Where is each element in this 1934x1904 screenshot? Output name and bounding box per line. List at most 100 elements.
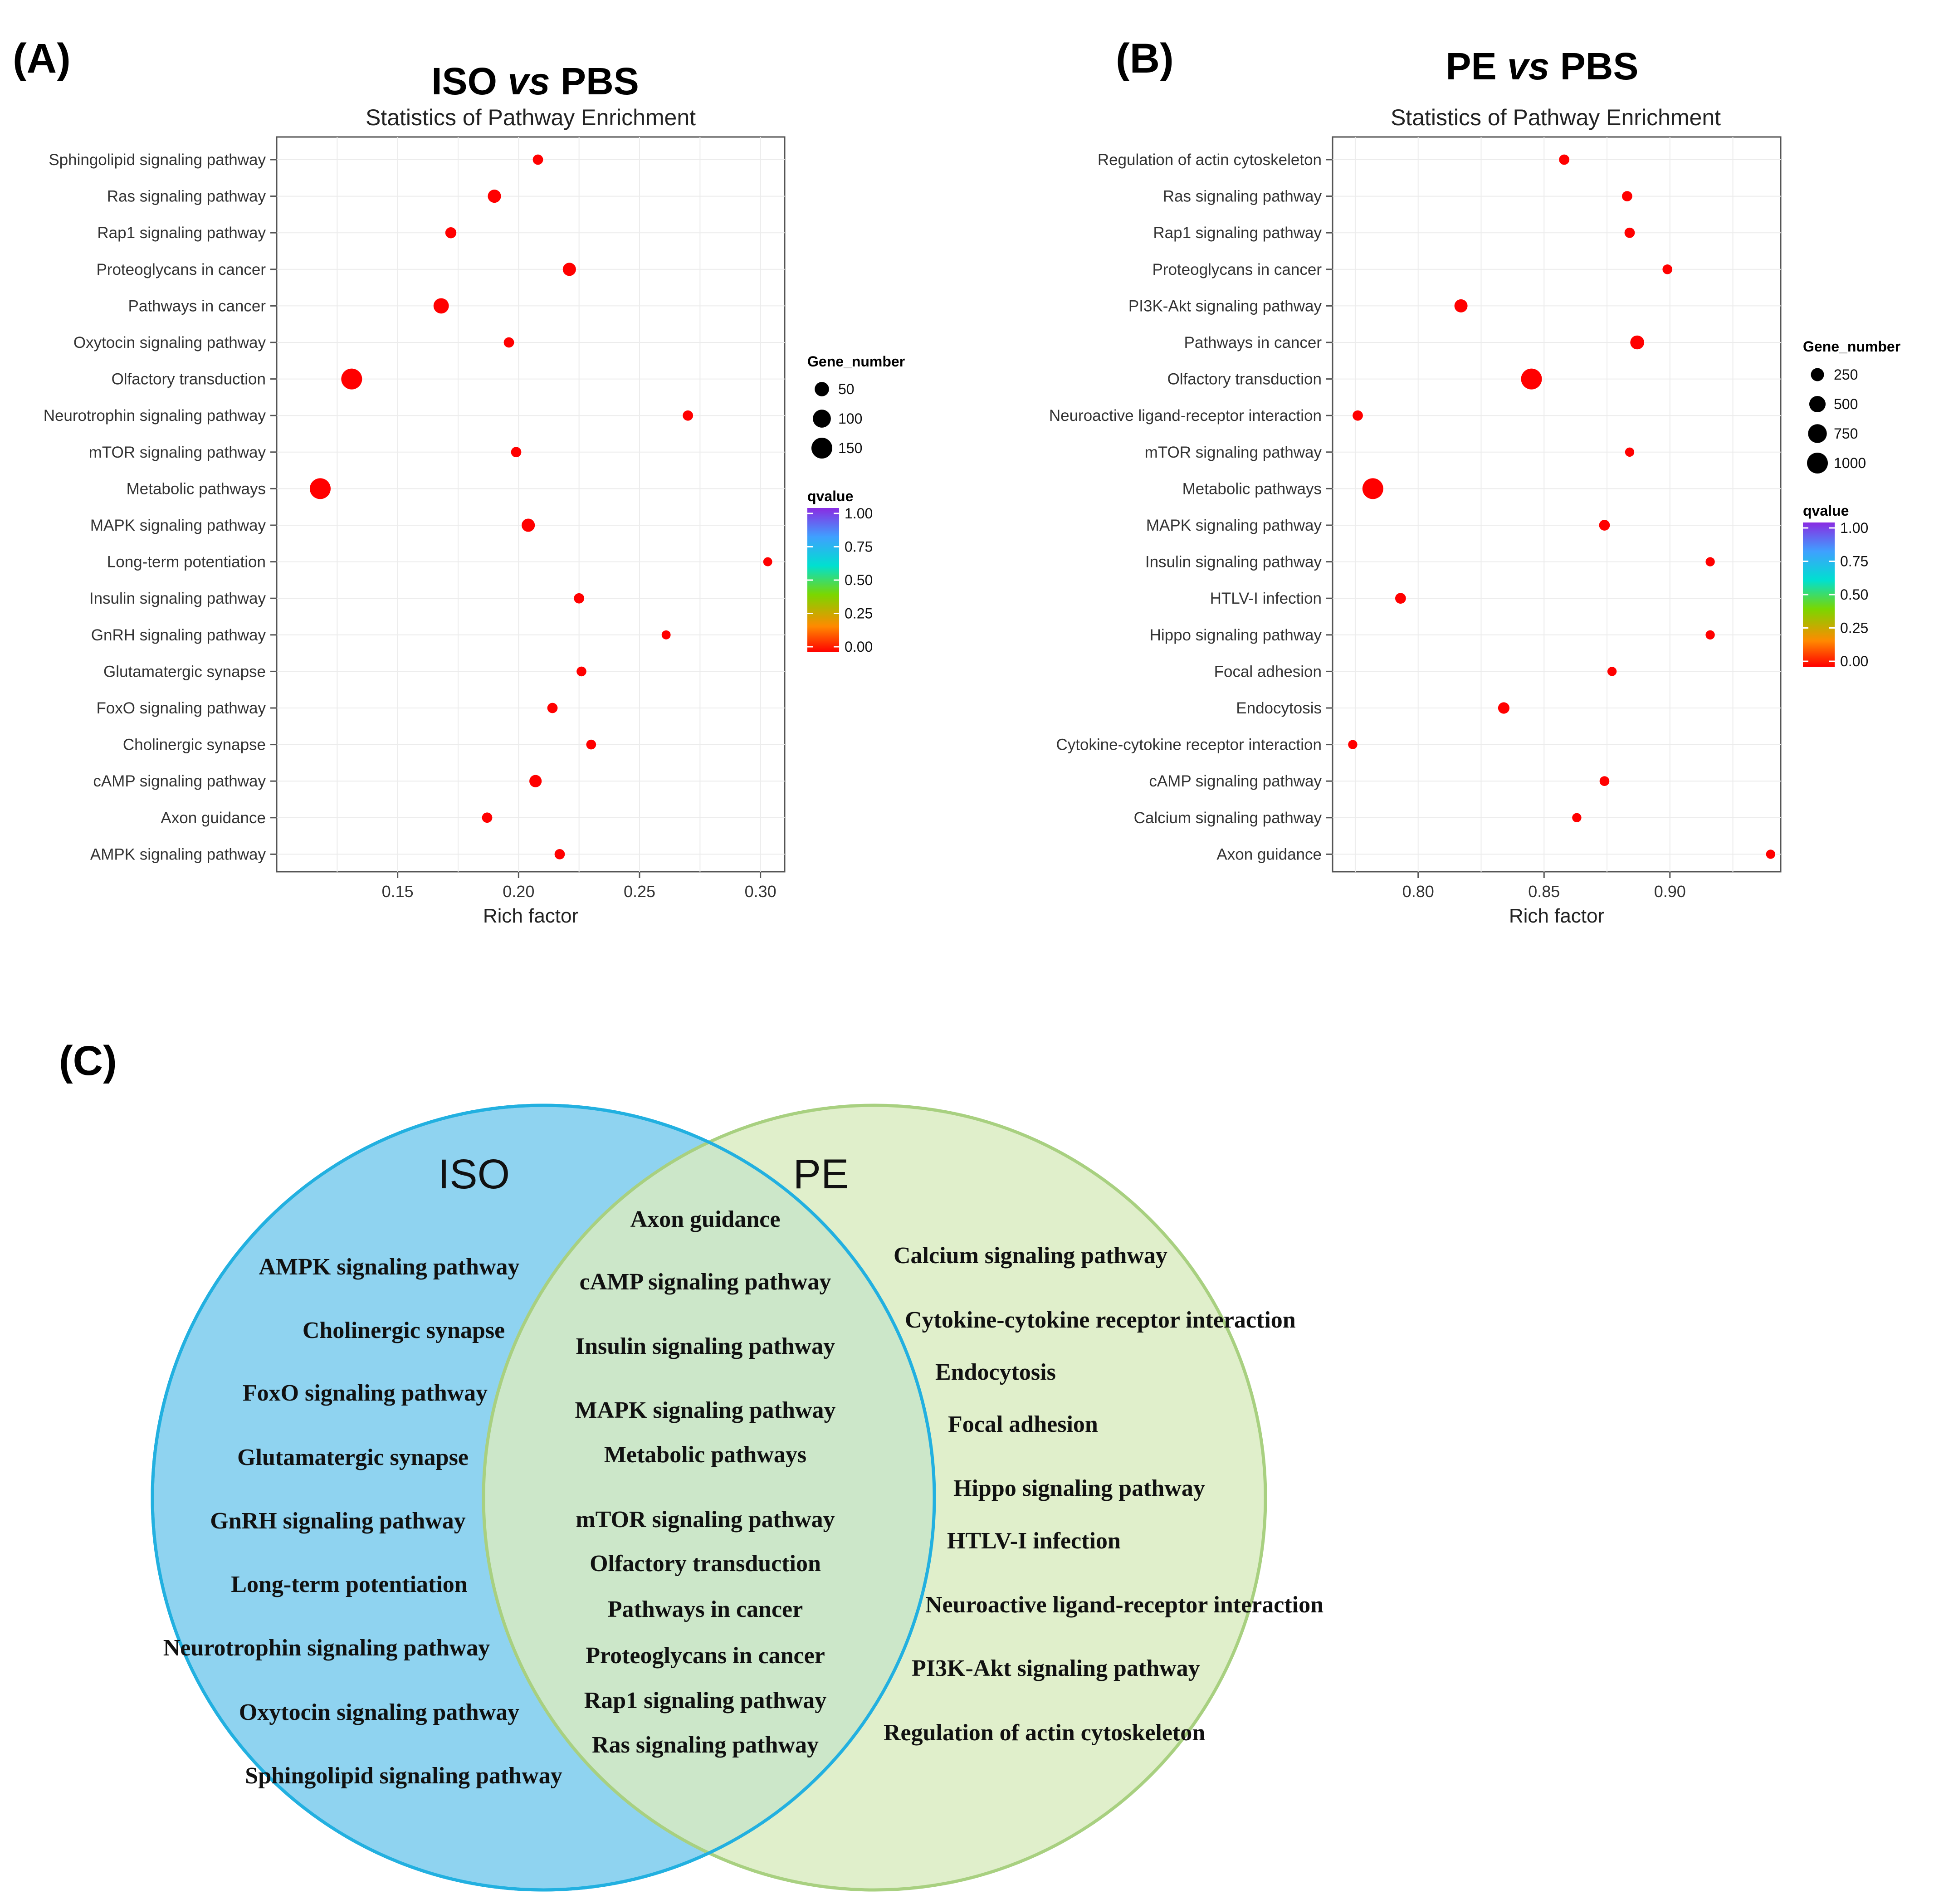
venn-pe-only-items: Calcium signaling pathway Cytokine-cytoki… <box>884 1243 1324 1746</box>
size-legend-dot <box>1809 395 1826 413</box>
color-legend-label: 0.25 <box>845 605 873 622</box>
plot-area-a <box>276 136 786 873</box>
size-legend-dot <box>811 438 832 459</box>
grid-a <box>277 137 785 872</box>
venn-pe-label: PE <box>793 1151 849 1197</box>
x-ticks-a: 0.15 0.20 0.25 0.30 <box>382 872 777 901</box>
venn-pe-circle <box>482 1103 1267 1892</box>
size-legend-label: 150 <box>838 440 862 456</box>
category-labels-b: Regulation of actin cytoskeleton Ras sign… <box>1049 151 1333 863</box>
y-category-label: Axon guidance <box>1216 845 1322 863</box>
data-point <box>341 368 362 390</box>
venn-item: Neuroactive ligand-receptor interaction <box>925 1592 1324 1618</box>
data-point <box>1630 335 1644 350</box>
venn-item: Insulin signaling pathway <box>576 1333 835 1359</box>
y-category-label: FoxO signaling pathway <box>96 699 266 717</box>
x-axis-title-a: Rich factor <box>483 905 578 927</box>
data-point <box>1572 813 1582 822</box>
y-category-label: Metabolic pathways <box>1182 480 1322 498</box>
size-legend-label: 250 <box>1834 366 1858 383</box>
data-point <box>1454 299 1468 312</box>
size-legend-title-a: Gene_number <box>807 353 905 370</box>
data-point <box>1662 264 1673 274</box>
y-category-label: HTLV-I infection <box>1210 590 1322 607</box>
y-category-label: mTOR signaling pathway <box>1145 444 1322 461</box>
size-legend-dot <box>815 382 829 396</box>
data-point <box>763 557 772 566</box>
y-category-label: Proteoglycans in cancer <box>1152 261 1322 278</box>
y-category-label: Rap1 signaling pathway <box>97 224 266 242</box>
grid-b <box>1333 137 1781 872</box>
x-tick-label: 0.20 <box>503 882 534 901</box>
y-category-label: Long-term potentiation <box>107 553 266 571</box>
y-category-label: Sphingolipid signaling pathway <box>49 151 266 169</box>
data-point <box>1395 593 1406 604</box>
venn-shared-items: Axon guidance cAMP signaling pathway Insul… <box>575 1206 836 1758</box>
venn-item: Long-term potentiation <box>231 1572 467 1597</box>
data-point <box>1624 227 1635 238</box>
data-point <box>1599 776 1610 786</box>
venn-item: Hippo signaling pathway <box>953 1475 1205 1501</box>
size-legend-dot <box>1811 368 1824 381</box>
y-category-label: Neurotrophin signaling pathway <box>44 407 266 425</box>
category-labels-a: Sphingolipid signaling pathway Ras signal… <box>44 151 277 863</box>
panel-a-chart: (A) ISO vs PBS Statistics of Pathway Enr… <box>13 35 905 927</box>
data-point <box>310 478 331 499</box>
y-category-label: Axon guidance <box>161 809 266 827</box>
color-legend-label: 1.00 <box>1840 520 1868 536</box>
data-point <box>1559 154 1570 165</box>
color-legend-label: 0.75 <box>845 539 873 555</box>
color-legend-ticks-b: 1.00 0.75 0.50 0.25 0.00 <box>1803 520 1868 669</box>
size-legend-dot <box>813 410 831 428</box>
data-point <box>1599 520 1610 531</box>
y-category-label: MAPK signaling pathway <box>1146 517 1322 534</box>
color-legend-label: 0.25 <box>1840 620 1868 636</box>
y-category-label: Ras signaling pathway <box>1163 188 1322 205</box>
size-legend-dot <box>1807 453 1828 474</box>
panel-c-venn: (C) ISO PE AMPK signaling pathway Choline… <box>59 1038 1324 1892</box>
venn-item: Cytokine-cytokine receptor interaction <box>905 1307 1296 1333</box>
chart-b-title: PE vs PBS <box>1446 45 1639 88</box>
y-category-label: mTOR signaling pathway <box>89 444 266 461</box>
y-category-label: PI3K-Akt signaling pathway <box>1128 297 1322 315</box>
data-point <box>503 337 514 348</box>
y-category-label: Olfactory transduction <box>1167 371 1322 388</box>
y-category-label: Ras signaling pathway <box>107 188 266 205</box>
color-legend-label: 0.50 <box>1840 586 1868 603</box>
data-point <box>1353 410 1363 421</box>
y-category-label: Regulation of actin cytoskeleton <box>1098 151 1322 169</box>
y-category-label: Calcium signaling pathway <box>1134 809 1322 827</box>
data-point <box>1498 702 1510 714</box>
panel-label-a: (A) <box>13 35 71 82</box>
y-category-label: Cytokine-cytokine receptor interaction <box>1056 736 1322 754</box>
y-category-label: MAPK signaling pathway <box>90 517 266 534</box>
y-category-label: Focal adhesion <box>1214 663 1322 680</box>
y-category-label: Endocytosis <box>1236 699 1322 717</box>
y-category-label: Neuroactive ligand-receptor interaction <box>1049 407 1322 425</box>
y-category-label: Cholinergic synapse <box>123 736 266 754</box>
x-tick-label: 0.30 <box>745 882 777 901</box>
venn-item: GnRH signaling pathway <box>210 1508 466 1534</box>
size-legend-label: 1000 <box>1834 455 1866 471</box>
y-category-label: Oxytocin signaling pathway <box>73 334 266 352</box>
x-axis-title-b: Rich factor <box>1509 905 1604 927</box>
venn-iso-outline <box>151 1103 936 1892</box>
data-point <box>1348 740 1358 749</box>
venn-item: Neurotrophin signaling pathway <box>163 1635 490 1661</box>
data-point <box>1766 849 1775 859</box>
venn-item: AMPK signaling pathway <box>259 1254 520 1280</box>
venn-item: HTLV-I infection <box>947 1528 1121 1554</box>
data-point <box>445 227 457 239</box>
venn-item: mTOR signaling pathway <box>576 1507 835 1533</box>
size-legend-label: 750 <box>1834 425 1858 442</box>
venn-item: PI3K-Akt signaling pathway <box>912 1655 1200 1681</box>
x-ticks-b: 0.80 0.85 0.90 <box>1402 872 1686 901</box>
data-point <box>547 703 558 713</box>
size-legend-label: 50 <box>838 381 855 397</box>
venn-item: Oxytocin signaling pathway <box>239 1699 519 1725</box>
data-point <box>529 775 542 787</box>
data-point <box>1362 478 1383 499</box>
data-point <box>522 518 535 532</box>
venn-item: Axon guidance <box>630 1206 781 1232</box>
data-point <box>532 154 543 165</box>
